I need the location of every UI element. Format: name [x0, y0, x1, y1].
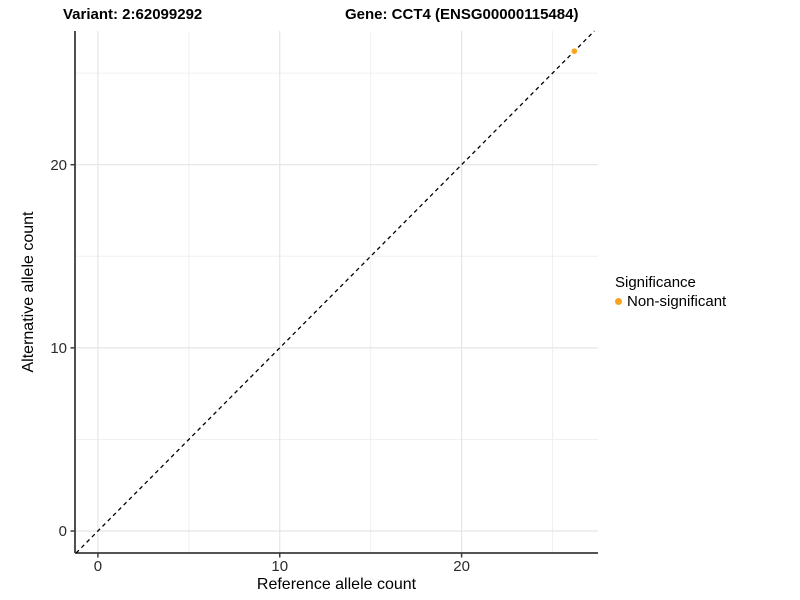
data-point: [571, 48, 578, 54]
identity-line: [75, 30, 595, 554]
legend-item-label: Non-significant: [627, 293, 727, 310]
legend-point-icon: [615, 298, 622, 305]
legend: Significance Non-significant: [615, 273, 726, 311]
x-axis-title: Reference allele count: [256, 576, 417, 593]
y-tick-label: 10: [50, 340, 67, 357]
x-tick-label: 0: [94, 558, 102, 575]
y-axis-title: Alternative allele count: [20, 211, 37, 373]
x-tick-label: 10: [271, 558, 288, 575]
y-tick-label: 0: [59, 523, 67, 540]
y-tick-label: 20: [50, 157, 67, 174]
legend-title: Significance: [615, 274, 696, 291]
plot-title-variant: Variant: 2:62099292: [63, 6, 203, 23]
plot-title-gene: Gene: CCT4 (ENSG00000115484): [345, 6, 579, 23]
legend-item-non-significant: Non-significant: [615, 292, 726, 311]
x-tick-label: 20: [453, 558, 470, 575]
